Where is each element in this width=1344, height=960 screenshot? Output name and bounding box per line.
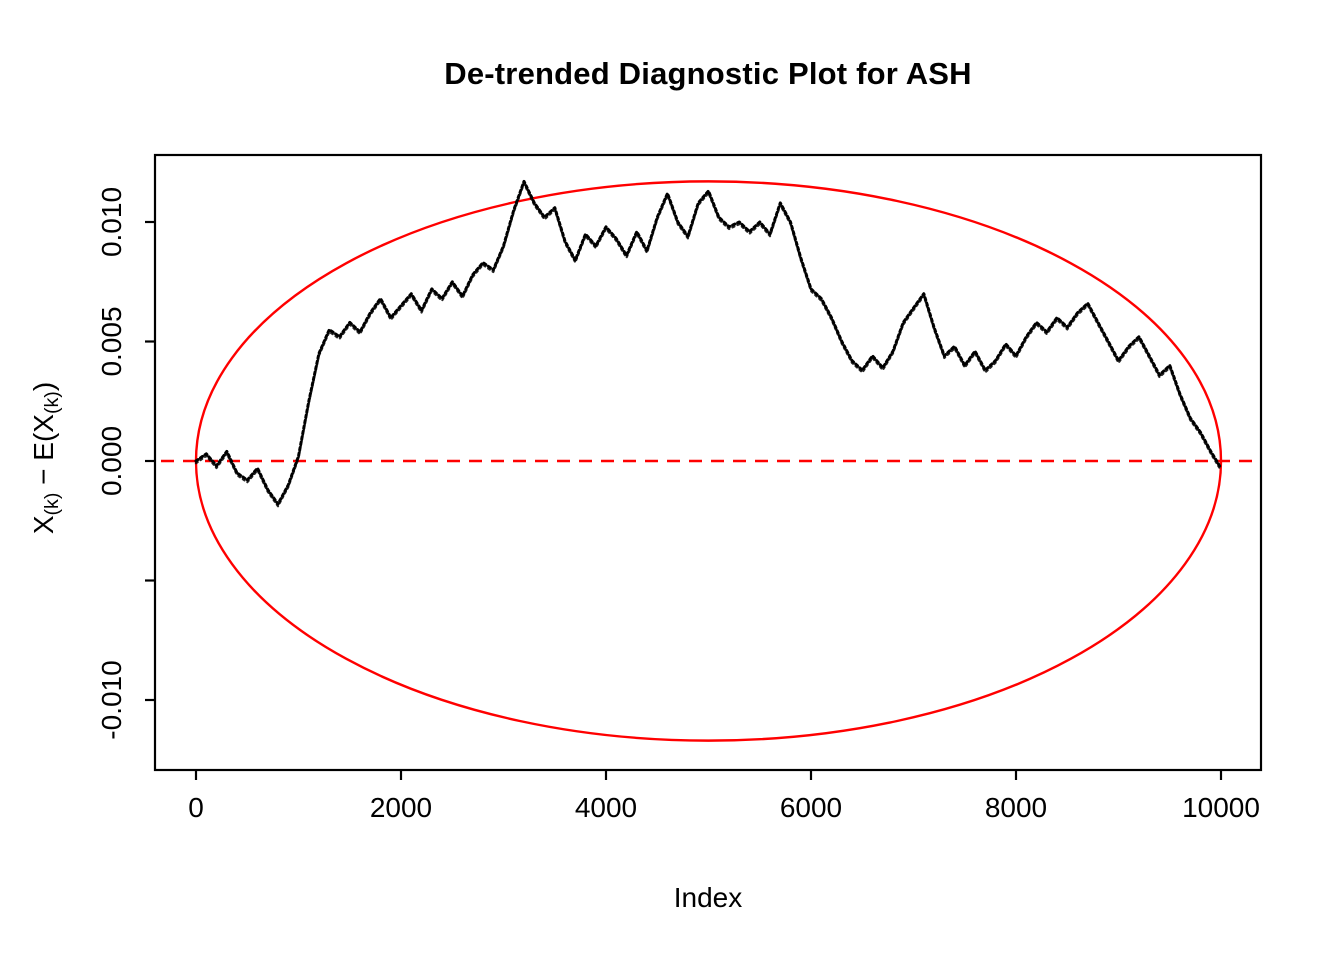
x-tick-label: 10000: [1182, 792, 1260, 823]
trace-polyline: [194, 179, 1223, 506]
x-axis: 0 2000 4000 6000 8000 10000: [188, 770, 1260, 823]
x-tick-label: 4000: [575, 792, 637, 823]
x-axis-title: Index: [673, 882, 743, 913]
y-tick-label: 0.010: [96, 187, 127, 257]
trace-polyline-fuzz: [194, 182, 1223, 508]
y-tick-label: 0.000: [96, 426, 127, 496]
plot-box-border: [153, 153, 1263, 772]
x-tick-label: 2000: [370, 792, 432, 823]
x-tick-label: 8000: [985, 792, 1047, 823]
y-tick-label: 0.005: [96, 306, 127, 376]
plot-box: [153, 153, 1263, 772]
x-tick-label: 6000: [780, 792, 842, 823]
chart-title: De-trended Diagnostic Plot for ASH: [444, 56, 972, 91]
x-tick-label: 0: [188, 792, 204, 823]
y-axis: -0.010 0.000 0.005 0.010: [96, 187, 155, 740]
y-tick-label: -0.010: [96, 660, 127, 739]
detrended-trace: [194, 179, 1223, 508]
